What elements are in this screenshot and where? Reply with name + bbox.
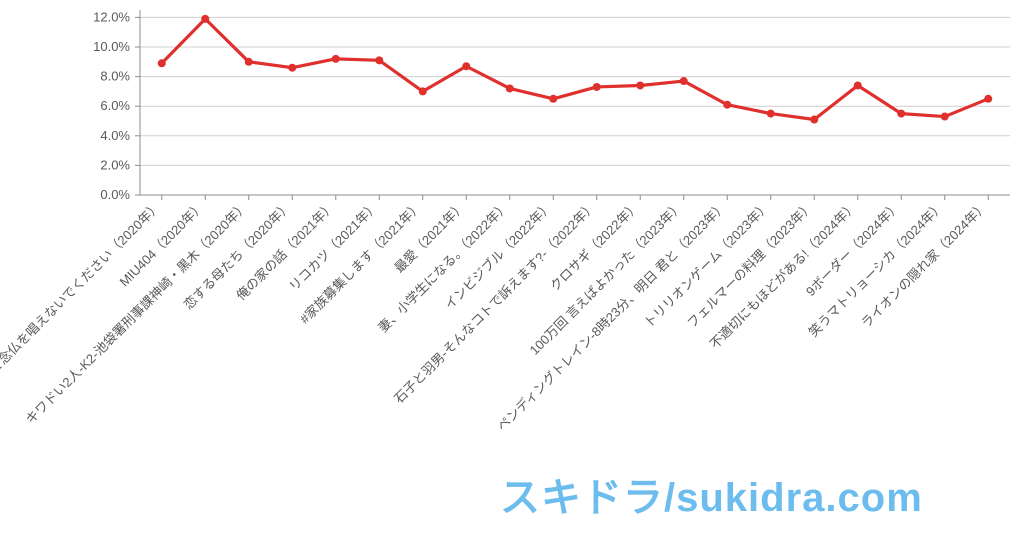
y-tick-label: 4.0% xyxy=(100,128,130,143)
y-tick-label: 8.0% xyxy=(100,69,130,84)
data-point xyxy=(158,59,166,67)
y-tick-label: 0.0% xyxy=(100,187,130,202)
data-point xyxy=(375,56,383,64)
y-tick-label: 10.0% xyxy=(93,39,130,54)
data-point xyxy=(636,81,644,89)
data-point xyxy=(941,113,949,121)
data-point xyxy=(767,110,775,118)
data-point xyxy=(593,83,601,91)
ratings-line-chart: 0.0%2.0%4.0%6.0%8.0%10.0%12.0%病室で念仏を唱えない… xyxy=(0,0,1024,538)
data-point xyxy=(897,110,905,118)
data-point xyxy=(680,77,688,85)
data-point xyxy=(462,62,470,70)
data-point xyxy=(245,58,253,66)
data-point xyxy=(419,87,427,95)
y-tick-label: 6.0% xyxy=(100,98,130,113)
y-tick-label: 12.0% xyxy=(93,9,130,24)
data-point xyxy=(506,84,514,92)
data-point xyxy=(332,55,340,63)
data-point xyxy=(723,101,731,109)
data-point xyxy=(549,95,557,103)
data-point xyxy=(201,15,209,23)
data-point xyxy=(288,64,296,72)
data-point xyxy=(810,116,818,124)
data-point xyxy=(854,81,862,89)
y-tick-label: 2.0% xyxy=(100,157,130,172)
data-point xyxy=(984,95,992,103)
